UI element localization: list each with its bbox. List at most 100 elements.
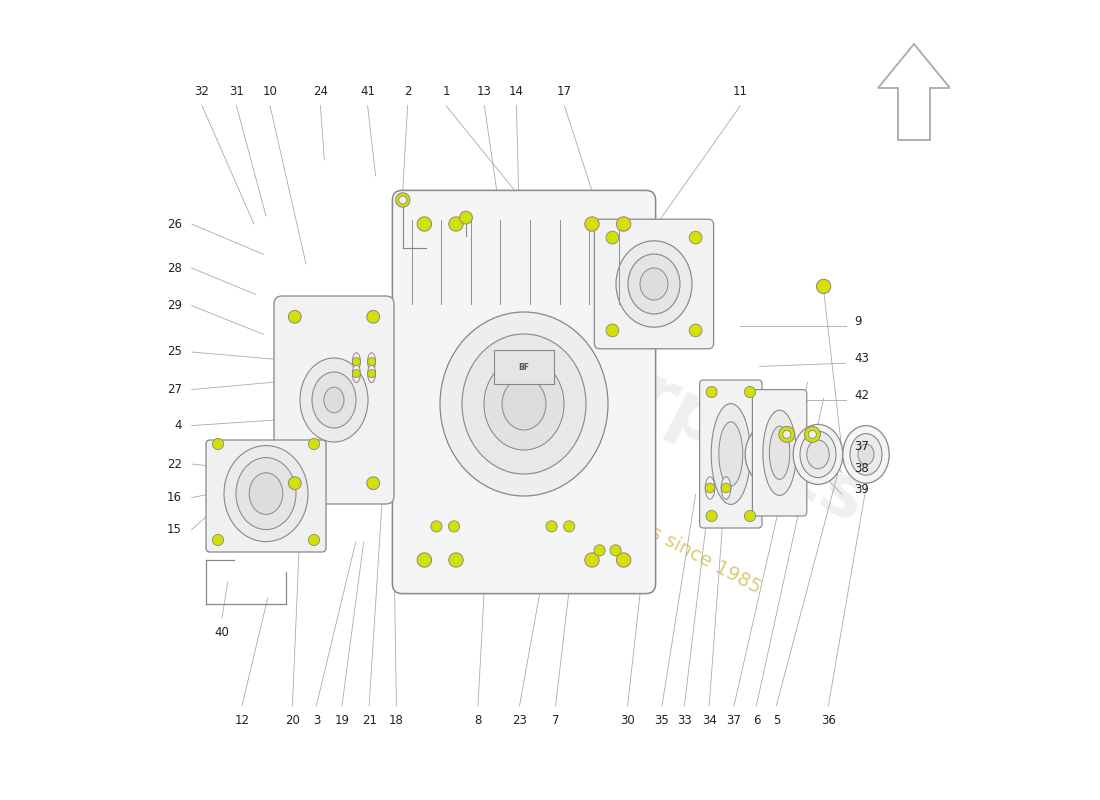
- Text: 10: 10: [263, 85, 277, 98]
- Text: 18: 18: [389, 714, 404, 726]
- Text: 5: 5: [772, 714, 780, 726]
- FancyBboxPatch shape: [494, 350, 554, 384]
- Text: 30: 30: [620, 714, 635, 726]
- Ellipse shape: [806, 440, 829, 469]
- Ellipse shape: [843, 426, 889, 483]
- Ellipse shape: [224, 446, 308, 542]
- Text: 8: 8: [474, 714, 482, 726]
- Text: 20: 20: [285, 714, 300, 726]
- Circle shape: [745, 510, 756, 522]
- Circle shape: [449, 217, 463, 231]
- Ellipse shape: [324, 387, 344, 413]
- Ellipse shape: [858, 444, 874, 465]
- Text: 2: 2: [404, 85, 411, 98]
- Circle shape: [585, 553, 600, 567]
- Circle shape: [417, 553, 431, 567]
- FancyBboxPatch shape: [594, 219, 714, 349]
- Circle shape: [816, 279, 831, 294]
- Text: 21: 21: [362, 714, 376, 726]
- Circle shape: [449, 553, 463, 567]
- Circle shape: [808, 430, 816, 438]
- Text: 43: 43: [854, 352, 869, 365]
- Text: 19: 19: [334, 714, 350, 726]
- Text: 31: 31: [229, 85, 244, 98]
- Text: 25: 25: [167, 346, 182, 358]
- FancyBboxPatch shape: [700, 380, 762, 528]
- Circle shape: [212, 534, 223, 546]
- Ellipse shape: [250, 473, 283, 514]
- Circle shape: [396, 193, 410, 207]
- Ellipse shape: [754, 430, 795, 479]
- Text: 16: 16: [167, 491, 182, 504]
- Ellipse shape: [718, 422, 743, 486]
- FancyBboxPatch shape: [752, 390, 806, 516]
- Text: 29: 29: [167, 299, 182, 312]
- Ellipse shape: [745, 422, 803, 487]
- Circle shape: [352, 370, 361, 378]
- Polygon shape: [878, 44, 950, 140]
- Text: 22: 22: [167, 458, 182, 470]
- Circle shape: [705, 483, 715, 493]
- Text: BF: BF: [518, 362, 529, 372]
- Text: 35: 35: [654, 714, 670, 726]
- Ellipse shape: [793, 424, 843, 484]
- Circle shape: [610, 545, 621, 556]
- Circle shape: [417, 217, 431, 231]
- Text: eurocarparts: eurocarparts: [382, 230, 879, 538]
- Ellipse shape: [705, 477, 715, 499]
- Text: 17: 17: [557, 85, 572, 98]
- Circle shape: [690, 324, 702, 337]
- Text: 40: 40: [214, 626, 230, 638]
- FancyBboxPatch shape: [274, 296, 394, 504]
- Ellipse shape: [440, 312, 608, 496]
- Ellipse shape: [712, 403, 750, 504]
- Circle shape: [366, 477, 379, 490]
- Text: 27: 27: [167, 383, 182, 396]
- Text: 37: 37: [727, 714, 741, 726]
- Text: 15: 15: [167, 523, 182, 536]
- Ellipse shape: [800, 431, 836, 478]
- Text: 41: 41: [360, 85, 375, 98]
- Circle shape: [399, 196, 407, 204]
- Circle shape: [745, 386, 756, 398]
- Text: 9: 9: [854, 315, 861, 328]
- Text: 6: 6: [752, 714, 760, 726]
- Ellipse shape: [367, 365, 375, 382]
- Text: 33: 33: [676, 714, 692, 726]
- Text: 23: 23: [513, 714, 527, 726]
- Ellipse shape: [616, 241, 692, 327]
- Text: 39: 39: [854, 483, 869, 496]
- Ellipse shape: [640, 268, 668, 300]
- FancyBboxPatch shape: [206, 440, 326, 552]
- Ellipse shape: [628, 254, 680, 314]
- Text: 34: 34: [702, 714, 716, 726]
- Ellipse shape: [763, 410, 796, 495]
- Circle shape: [546, 521, 558, 532]
- Circle shape: [616, 217, 630, 231]
- Circle shape: [804, 426, 821, 442]
- Circle shape: [449, 521, 460, 532]
- Circle shape: [563, 521, 575, 532]
- FancyBboxPatch shape: [393, 190, 656, 594]
- Ellipse shape: [502, 378, 546, 430]
- Ellipse shape: [484, 358, 564, 450]
- Circle shape: [585, 217, 600, 231]
- Ellipse shape: [722, 477, 730, 499]
- Ellipse shape: [352, 353, 361, 370]
- Ellipse shape: [367, 353, 375, 370]
- Circle shape: [367, 358, 375, 366]
- Ellipse shape: [236, 458, 296, 530]
- Circle shape: [783, 430, 791, 438]
- Text: 11: 11: [733, 85, 748, 98]
- Circle shape: [212, 438, 223, 450]
- Text: 3: 3: [312, 714, 320, 726]
- Text: 28: 28: [167, 262, 182, 274]
- Circle shape: [308, 534, 320, 546]
- Circle shape: [706, 386, 717, 398]
- Circle shape: [722, 483, 730, 493]
- Circle shape: [308, 438, 320, 450]
- Circle shape: [288, 477, 301, 490]
- Text: 13: 13: [477, 85, 492, 98]
- Circle shape: [606, 324, 619, 337]
- Circle shape: [690, 231, 702, 244]
